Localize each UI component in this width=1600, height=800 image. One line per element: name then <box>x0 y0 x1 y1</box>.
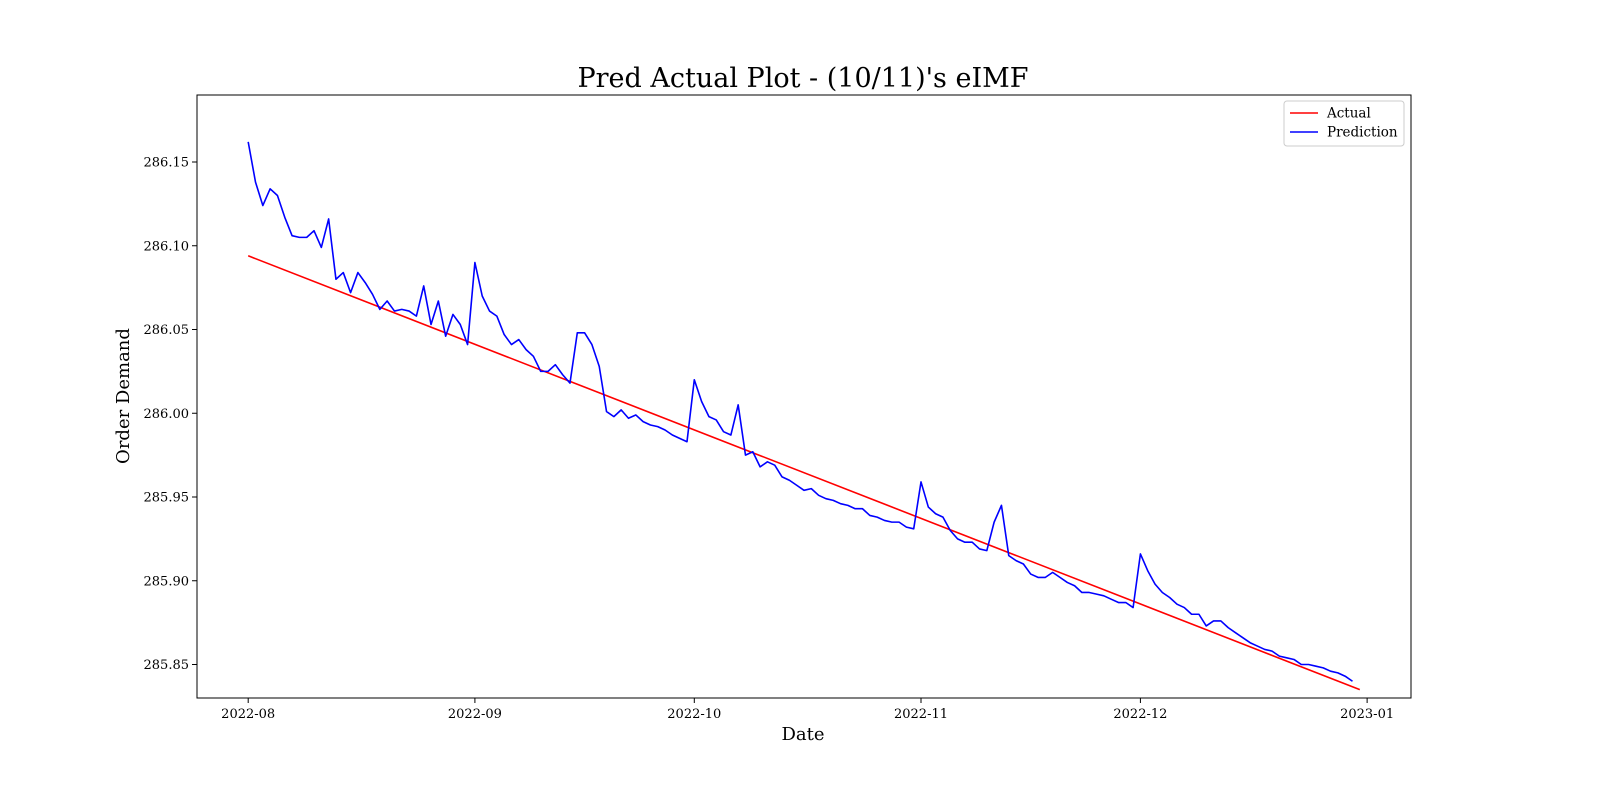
plot-frame <box>196 94 1412 699</box>
x-tick-label: 2022-10 <box>667 707 721 722</box>
x-tick-label: 2022-09 <box>448 707 502 722</box>
series-layer <box>247 141 1361 691</box>
y-tick-label: 286.05 <box>144 323 190 338</box>
legend: Actual Prediction <box>1283 100 1405 147</box>
y-tick-label: 285.85 <box>144 658 190 673</box>
y-axis-label: Order Demand <box>113 328 134 464</box>
x-tick-label: 2022-12 <box>1113 707 1167 722</box>
x-axis: 2022-08 2022-09 2022-10 2022-11 2022-12 2023-… <box>221 698 1394 722</box>
y-tick-label: 286.00 <box>144 407 190 422</box>
legend-label-actual: Actual <box>1326 106 1371 122</box>
plot-area <box>196 94 1412 699</box>
series-line-prediction <box>247 141 1353 682</box>
x-axis-label: Date <box>781 724 824 745</box>
y-tick-label: 286.10 <box>144 239 190 254</box>
x-tick-label: 2022-11 <box>894 707 948 722</box>
legend-label-prediction: Prediction <box>1327 125 1398 141</box>
chart-title: Pred Actual Plot - (10/11)'s eIMF <box>577 63 1028 94</box>
y-tick-label: 285.90 <box>144 574 190 589</box>
x-tick-label: 2022-08 <box>221 707 275 722</box>
y-tick-label: 286.15 <box>144 156 190 171</box>
x-tick-label: 2023-01 <box>1340 707 1394 722</box>
series-line-actual <box>247 255 1361 691</box>
y-tick-label: 285.95 <box>144 491 190 506</box>
y-axis: 285.85 285.90 285.95 286.00 286.05 286.10 286.… <box>144 156 197 673</box>
